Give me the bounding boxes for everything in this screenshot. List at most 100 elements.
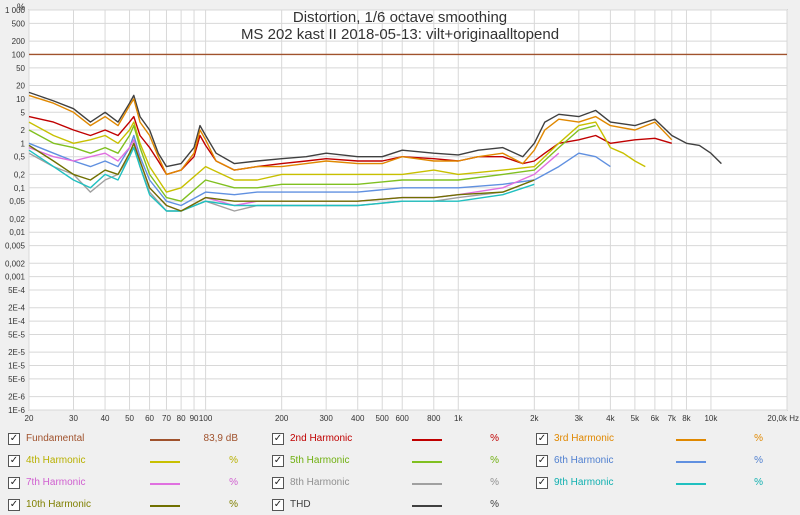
x-tick-label: 400 — [351, 414, 365, 423]
series-layer — [28, 53, 787, 212]
legend-value-3rd-harmonic: % — [754, 433, 763, 444]
x-tick-label: 20 — [25, 414, 34, 423]
legend-item-fundamental[interactable]: ✓ Fundamental 83,9 dB — [8, 431, 263, 449]
y-tick-label: 200 — [12, 37, 26, 46]
legend-label-9th-harmonic: 9th Harmonic — [554, 477, 614, 488]
legend-value-7th-harmonic: % — [229, 477, 238, 488]
chart-title: Distortion, 1/6 octave smoothing — [293, 9, 507, 26]
legend-item-9th-harmonic[interactable]: ✓ 9th Harmonic % — [536, 475, 776, 493]
y-tick-label: 0,01 — [9, 228, 25, 237]
y-tick-label: 1E-4 — [8, 317, 25, 326]
x-tick-label: 200 — [275, 414, 289, 423]
legend-value-thd: % — [490, 499, 499, 510]
x-tick-label: 7k — [668, 414, 677, 423]
x-tick-label: 70 — [162, 414, 171, 423]
legend-swatch-thd — [412, 505, 442, 507]
legend-checkbox-8th-harmonic[interactable]: ✓ — [272, 477, 284, 489]
x-tick-label: 4k — [606, 414, 615, 423]
legend-value-8th-harmonic: % — [490, 477, 499, 488]
series-line-10th-harmonic — [28, 142, 535, 212]
legend-checkbox-thd[interactable]: ✓ — [272, 499, 284, 511]
y-tick-label: 0,005 — [5, 242, 26, 251]
legend-label-thd: THD — [290, 499, 311, 510]
legend-swatch-2nd-harmonic — [412, 439, 442, 441]
legend-value-10th-harmonic: % — [229, 499, 238, 510]
legend-swatch-fundamental — [150, 439, 180, 441]
x-tick-label: 300 — [319, 414, 333, 423]
legend-item-7th-harmonic[interactable]: ✓ 7th Harmonic % — [8, 475, 263, 493]
y-tick-label: 0,002 — [5, 259, 26, 268]
y-tick-label: 5E-4 — [8, 286, 25, 295]
legend-checkbox-4th-harmonic[interactable]: ✓ — [8, 455, 20, 467]
legend-item-3rd-harmonic[interactable]: ✓ 3rd Harmonic % — [536, 431, 776, 449]
legend-item-10th-harmonic[interactable]: ✓ 10th Harmonic % — [8, 497, 263, 515]
y-tick-label: 1E-5 — [8, 362, 25, 371]
series-line-6th-harmonic — [28, 134, 611, 207]
y-tick-label: 0,5 — [14, 153, 26, 162]
x-tick-label: 30 — [69, 414, 78, 423]
x-tick-label: 50 — [125, 414, 134, 423]
legend-item-8th-harmonic[interactable]: ✓ 8th Harmonic % — [272, 475, 512, 493]
y-tick-label: 10 — [16, 95, 25, 104]
legend-item-5th-harmonic[interactable]: ✓ 5th Harmonic % — [272, 453, 512, 471]
y-axis-ticks: 1 000 500 200 100 50 20 10 5 2 1 0,5 0,2 0,1 0,05 0,02… — [5, 6, 26, 415]
legend-item-2nd-harmonic[interactable]: ✓ 2nd Harmonic % — [272, 431, 512, 449]
y-tick-label: 1 000 — [5, 6, 26, 15]
legend-checkbox-5th-harmonic[interactable]: ✓ — [272, 455, 284, 467]
y-tick-label: 2 — [21, 126, 26, 135]
x-tick-label: 3k — [575, 414, 584, 423]
legend-value-5th-harmonic: % — [490, 455, 499, 466]
legend-label-6th-harmonic: 6th Harmonic — [554, 455, 614, 466]
legend-value-9th-harmonic: % — [754, 477, 763, 488]
y-axis-unit-label: % — [17, 2, 25, 12]
y-tick-label: 500 — [12, 19, 26, 28]
x-tick-label: 100 — [199, 414, 213, 423]
legend-checkbox-3rd-harmonic[interactable]: ✓ — [536, 433, 548, 445]
legend-checkbox-9th-harmonic[interactable]: ✓ — [536, 477, 548, 489]
legend-checkbox-6th-harmonic[interactable]: ✓ — [536, 455, 548, 467]
series-line-thd — [28, 91, 722, 168]
legend-checkbox-fundamental[interactable]: ✓ — [8, 433, 20, 445]
x-tick-label: 60 — [145, 414, 154, 423]
legend-label-2nd-harmonic: 2nd Harmonic — [290, 433, 353, 444]
legend-label-10th-harmonic: 10th Harmonic — [26, 499, 92, 510]
legend-checkbox-7th-harmonic[interactable]: ✓ — [8, 477, 20, 489]
series-line-2nd-harmonic — [28, 115, 672, 176]
legend-swatch-10th-harmonic — [150, 505, 180, 507]
series-line-4th-harmonic — [28, 121, 646, 193]
y-tick-label: 5E-5 — [8, 330, 25, 339]
legend-item-thd[interactable]: ✓ THD % — [272, 497, 512, 515]
legend-item-6th-harmonic[interactable]: ✓ 6th Harmonic % — [536, 453, 776, 471]
legend-swatch-6th-harmonic — [676, 461, 706, 463]
x-tick-label: 90 — [190, 414, 199, 423]
x-tick-label: 20,0k Hz — [767, 414, 799, 423]
legend-swatch-5th-harmonic — [412, 461, 442, 463]
legend-swatch-8th-harmonic — [412, 483, 442, 485]
x-tick-label: 5k — [631, 414, 640, 423]
legend-swatch-7th-harmonic — [150, 483, 180, 485]
y-tick-label: 20 — [16, 82, 25, 91]
legend-label-8th-harmonic: 8th Harmonic — [290, 477, 350, 488]
legend-swatch-3rd-harmonic — [676, 439, 706, 441]
legend-checkbox-2nd-harmonic[interactable]: ✓ — [272, 433, 284, 445]
y-tick-label: 50 — [16, 64, 25, 73]
legend-label-3rd-harmonic: 3rd Harmonic — [554, 433, 615, 444]
y-tick-label: 1 — [21, 139, 26, 148]
x-tick-label: 800 — [427, 414, 441, 423]
y-tick-label: 0,05 — [9, 197, 25, 206]
legend-checkbox-10th-harmonic[interactable]: ✓ — [8, 499, 20, 511]
x-axis-ticks: 20 30 40 50 60 70 80 90 100 200 300 400 500 600 800 1k 2… — [25, 414, 799, 423]
x-tick-label: 1k — [454, 414, 463, 423]
y-tick-label: 2E-6 — [8, 393, 25, 402]
x-tick-label: 6k — [651, 414, 660, 423]
legend-value-4th-harmonic: % — [229, 455, 238, 466]
y-tick-label: 5 — [21, 108, 26, 117]
y-tick-label: 2E-5 — [8, 348, 25, 357]
chart-subtitle: MS 202 kast II 2018-05-13: vilt+originaa… — [241, 26, 559, 43]
distortion-chart: 1 000 500 200 100 50 20 10 5 2 1 0,5 0,2 0,1 0,05 0,02… — [4, 2, 799, 423]
legend-value-fundamental: 83,9 dB — [203, 433, 238, 444]
series-line-5th-harmonic — [28, 124, 596, 202]
x-tick-label: 600 — [396, 414, 410, 423]
legend-value-6th-harmonic: % — [754, 455, 763, 466]
legend-item-4th-harmonic[interactable]: ✓ 4th Harmonic % — [8, 453, 263, 471]
